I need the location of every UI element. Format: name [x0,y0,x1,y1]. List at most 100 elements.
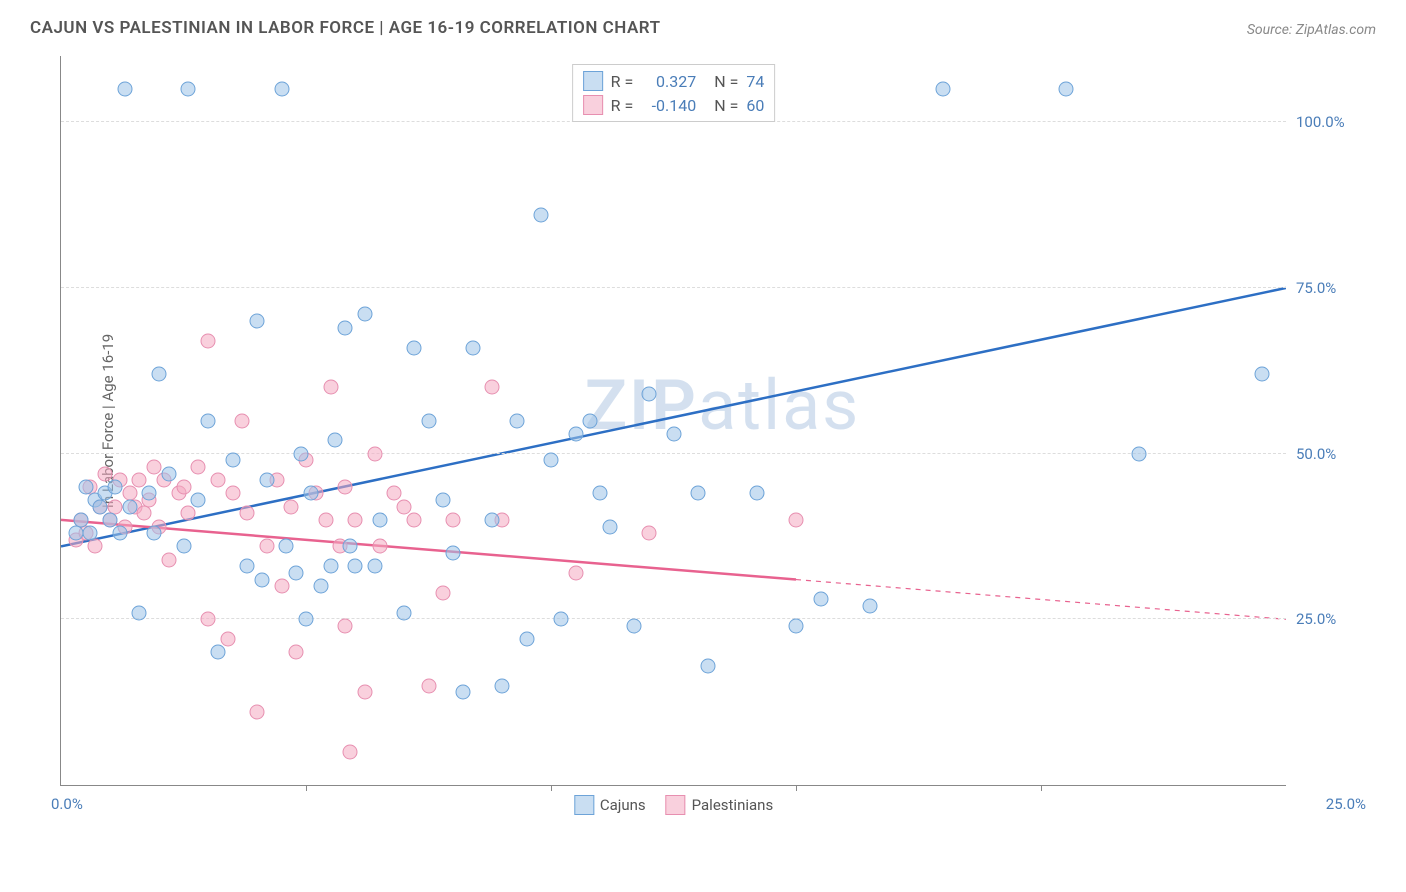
data-point-palestinian [284,499,299,514]
chart-header: CAJUN VS PALESTINIAN IN LABOR FORCE | AG… [0,0,1406,46]
data-point-palestinian [191,459,206,474]
data-point-palestinian [201,612,216,627]
data-point-cajun [299,612,314,627]
data-point-cajun [181,82,196,97]
data-point-cajun [421,413,436,428]
data-point-palestinian [372,539,387,554]
data-point-palestinian [220,632,235,647]
data-point-cajun [289,565,304,580]
legend-item-palestinians: Palestinians [666,795,774,815]
data-point-cajun [465,340,480,355]
data-point-palestinian [98,466,113,481]
swatch-blue-icon [574,795,594,815]
data-point-palestinian [568,565,583,580]
data-point-cajun [132,605,147,620]
data-point-cajun [642,387,657,402]
data-point-palestinian [250,705,265,720]
data-point-cajun [749,486,764,501]
watermark: ZIPatlas [585,365,861,447]
data-point-cajun [161,466,176,481]
data-point-cajun [323,559,338,574]
data-point-cajun [789,618,804,633]
data-point-cajun [357,307,372,322]
data-point-cajun [519,632,534,647]
data-point-palestinian [397,499,412,514]
data-point-cajun [240,559,255,574]
gridline [61,287,1286,288]
data-point-palestinian [132,473,147,488]
data-point-cajun [250,314,265,329]
data-point-cajun [328,433,343,448]
swatch-pink-icon [666,795,686,815]
data-point-cajun [294,446,309,461]
correlation-legend: R = 0.327 N = 74 R = -0.140 N = 60 [572,64,776,122]
data-point-palestinian [485,380,500,395]
data-point-cajun [254,572,269,587]
data-point-cajun [700,658,715,673]
x-axis-min-label: 0.0% [51,795,83,813]
data-point-cajun [142,486,157,501]
data-point-cajun [225,453,240,468]
data-point-cajun [602,519,617,534]
y-tick-label: 25.0% [1296,610,1366,628]
source-attribution: Source: ZipAtlas.com [1247,22,1376,38]
gridline [61,618,1286,619]
data-point-cajun [68,526,83,541]
y-tick-label: 100.0% [1296,113,1366,131]
data-point-palestinian [421,678,436,693]
data-point-palestinian [210,473,225,488]
chart-title: CAJUN VS PALESTINIAN IN LABOR FORCE | AG… [30,18,661,38]
data-point-palestinian [436,585,451,600]
data-point-cajun [313,579,328,594]
data-point-palestinian [274,579,289,594]
data-point-cajun [1132,446,1147,461]
data-point-palestinian [387,486,402,501]
data-point-cajun [210,645,225,660]
legend-row-blue: R = 0.327 N = 74 [583,69,765,93]
data-point-palestinian [318,512,333,527]
data-point-palestinian [446,512,461,527]
data-point-palestinian [289,645,304,660]
data-point-cajun [593,486,608,501]
data-point-cajun [274,82,289,97]
y-tick-label: 50.0% [1296,445,1366,463]
data-point-cajun [813,592,828,607]
data-point-palestinian [176,479,191,494]
data-point-palestinian [225,486,240,501]
data-point-cajun [78,479,93,494]
data-point-cajun [147,526,162,541]
data-point-cajun [553,612,568,627]
data-point-cajun [583,413,598,428]
data-point-palestinian [338,479,353,494]
data-point-cajun [348,559,363,574]
data-point-cajun [83,526,98,541]
data-point-cajun [446,546,461,561]
data-point-palestinian [642,526,657,541]
swatch-pink-icon [583,95,603,115]
data-point-cajun [117,82,132,97]
data-point-cajun [1254,367,1269,382]
data-point-cajun [279,539,294,554]
data-point-cajun [627,618,642,633]
chart-container: In Labor Force | Age 16-19 ZIPatlas R = … [60,46,1376,826]
data-point-cajun [112,526,127,541]
data-point-cajun [936,82,951,97]
data-point-cajun [73,512,88,527]
data-point-palestinian [147,459,162,474]
data-point-cajun [862,599,877,614]
data-point-cajun [485,512,500,527]
data-point-cajun [103,512,118,527]
data-point-cajun [509,413,524,428]
data-point-cajun [534,208,549,223]
data-point-cajun [544,453,559,468]
data-point-cajun [455,685,470,700]
x-axis-max-label: 25.0% [1326,795,1366,813]
data-point-cajun [1058,82,1073,97]
x-tick [1041,785,1042,791]
x-tick [306,785,307,791]
data-point-palestinian [161,552,176,567]
data-point-cajun [397,605,412,620]
data-point-palestinian [406,512,421,527]
y-tick-label: 75.0% [1296,279,1366,297]
data-point-cajun [176,539,191,554]
